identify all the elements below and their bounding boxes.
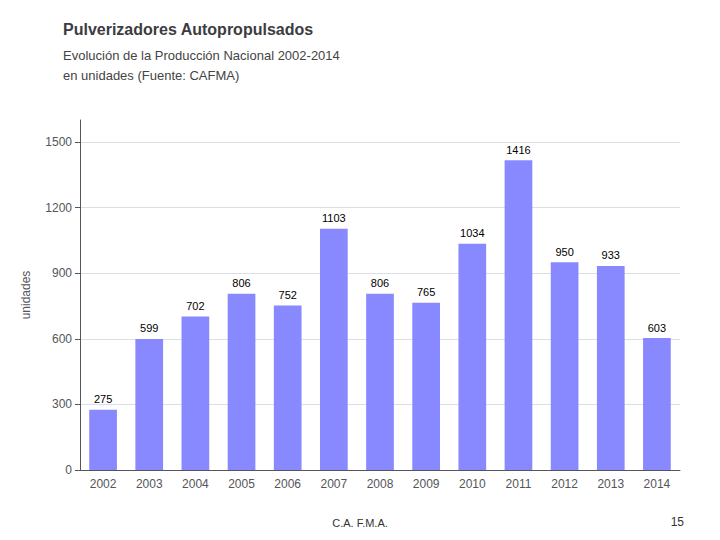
svg-text:2003: 2003 (136, 477, 163, 491)
svg-text:1034: 1034 (460, 227, 484, 239)
svg-text:2006: 2006 (274, 477, 301, 491)
svg-text:702: 702 (186, 300, 204, 312)
svg-text:1103: 1103 (322, 212, 346, 224)
svg-text:2008: 2008 (367, 477, 394, 491)
svg-text:2005: 2005 (228, 477, 255, 491)
svg-text:2014: 2014 (644, 477, 671, 491)
svg-text:0: 0 (65, 463, 72, 477)
svg-text:1200: 1200 (45, 201, 72, 215)
svg-text:2011: 2011 (506, 477, 532, 491)
svg-text:950: 950 (555, 246, 573, 258)
svg-text:unidades: unidades (19, 271, 33, 320)
svg-text:2004: 2004 (182, 477, 209, 491)
svg-text:2009: 2009 (413, 477, 440, 491)
svg-text:2013: 2013 (597, 477, 624, 491)
svg-text:603: 603 (648, 322, 666, 334)
svg-text:1416: 1416 (506, 144, 530, 156)
svg-text:15: 15 (671, 515, 685, 529)
svg-text:933: 933 (602, 249, 620, 261)
svg-text:2012: 2012 (551, 477, 578, 491)
svg-text:Pulverizadores Autopropulsados: Pulverizadores Autopropulsados (63, 21, 313, 38)
svg-text:806: 806 (232, 277, 250, 289)
svg-text:en unidades (Fuente: CAFMA): en unidades (Fuente: CAFMA) (63, 68, 239, 83)
svg-text:275: 275 (94, 393, 112, 405)
svg-text:300: 300 (52, 397, 72, 411)
svg-text:Evolución de la Producción Nac: Evolución de la Producción Nacional 2002… (63, 48, 340, 63)
svg-text:2010: 2010 (459, 477, 486, 491)
svg-text:2002: 2002 (90, 477, 117, 491)
svg-text:752: 752 (279, 289, 297, 301)
svg-text:C.A. F.M.A.: C.A. F.M.A. (332, 517, 388, 529)
svg-text:599: 599 (140, 322, 158, 334)
svg-text:2007: 2007 (320, 477, 347, 491)
svg-text:806: 806 (371, 277, 389, 289)
svg-text:765: 765 (417, 286, 435, 298)
svg-text:1500: 1500 (45, 135, 72, 149)
svg-text:900: 900 (52, 266, 72, 280)
svg-text:600: 600 (52, 332, 72, 346)
